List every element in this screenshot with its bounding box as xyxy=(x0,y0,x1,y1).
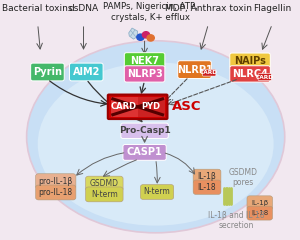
Text: IL-18: IL-18 xyxy=(251,210,268,216)
Text: PAMPs, Nigericin, ATP,
crystals, K+ efflux: PAMPs, Nigericin, ATP, crystals, K+ effl… xyxy=(103,2,197,22)
Text: pro-IL-1β: pro-IL-1β xyxy=(39,177,73,186)
Text: IL-1β: IL-1β xyxy=(198,172,216,181)
Text: NLRP1: NLRP1 xyxy=(177,65,212,75)
Text: Pyrin: Pyrin xyxy=(33,67,62,77)
Text: N-term: N-term xyxy=(91,190,118,199)
Text: IL-1β and IL-18
secretion: IL-1β and IL-18 secretion xyxy=(208,211,265,230)
FancyBboxPatch shape xyxy=(230,53,270,69)
Text: NLRC4: NLRC4 xyxy=(232,69,268,79)
Text: GSDMD
pores: GSDMD pores xyxy=(229,168,258,187)
FancyBboxPatch shape xyxy=(121,123,168,138)
FancyBboxPatch shape xyxy=(193,169,221,184)
Ellipse shape xyxy=(38,62,274,226)
FancyBboxPatch shape xyxy=(85,176,123,191)
FancyBboxPatch shape xyxy=(124,53,165,70)
Text: NAIPs: NAIPs xyxy=(234,56,266,66)
Text: CARD: CARD xyxy=(200,70,218,75)
Text: PYD: PYD xyxy=(142,102,161,111)
FancyBboxPatch shape xyxy=(36,174,76,189)
FancyBboxPatch shape xyxy=(258,74,272,80)
Text: Pro-Casp1: Pro-Casp1 xyxy=(119,126,170,135)
Polygon shape xyxy=(129,28,138,39)
FancyBboxPatch shape xyxy=(31,63,64,81)
Circle shape xyxy=(137,34,144,40)
FancyBboxPatch shape xyxy=(70,63,103,81)
FancyBboxPatch shape xyxy=(36,185,76,200)
Text: AIM2: AIM2 xyxy=(73,67,100,77)
Bar xyxy=(138,97,165,117)
FancyBboxPatch shape xyxy=(247,196,272,210)
Circle shape xyxy=(147,35,154,41)
Text: MDP, Anthrax toxin: MDP, Anthrax toxin xyxy=(165,4,252,12)
FancyBboxPatch shape xyxy=(193,180,221,194)
Text: NEK7: NEK7 xyxy=(130,56,159,66)
FancyBboxPatch shape xyxy=(85,187,123,202)
FancyBboxPatch shape xyxy=(178,61,211,78)
Text: GSDMD: GSDMD xyxy=(90,179,119,188)
Bar xyxy=(111,97,138,117)
Text: ASC: ASC xyxy=(172,100,201,113)
Text: Bacterial toxins: Bacterial toxins xyxy=(2,4,73,12)
FancyBboxPatch shape xyxy=(247,206,272,220)
Text: dsDNA: dsDNA xyxy=(68,4,99,12)
Text: CARD: CARD xyxy=(111,102,137,111)
Text: CASP1: CASP1 xyxy=(127,147,163,157)
Text: IL-18: IL-18 xyxy=(198,183,216,192)
Text: Flagellin: Flagellin xyxy=(253,4,291,12)
FancyBboxPatch shape xyxy=(108,95,167,119)
Circle shape xyxy=(142,32,150,38)
FancyBboxPatch shape xyxy=(202,69,216,76)
Ellipse shape xyxy=(27,41,285,233)
Text: CARD: CARD xyxy=(256,75,274,79)
FancyBboxPatch shape xyxy=(140,185,174,199)
FancyBboxPatch shape xyxy=(230,66,270,82)
Text: IL-1β: IL-1β xyxy=(251,200,268,206)
FancyBboxPatch shape xyxy=(124,66,165,82)
Text: pro-IL-18: pro-IL-18 xyxy=(39,188,73,197)
FancyBboxPatch shape xyxy=(123,144,166,160)
Text: NLRP3: NLRP3 xyxy=(127,69,163,79)
Text: N-term: N-term xyxy=(144,187,170,197)
